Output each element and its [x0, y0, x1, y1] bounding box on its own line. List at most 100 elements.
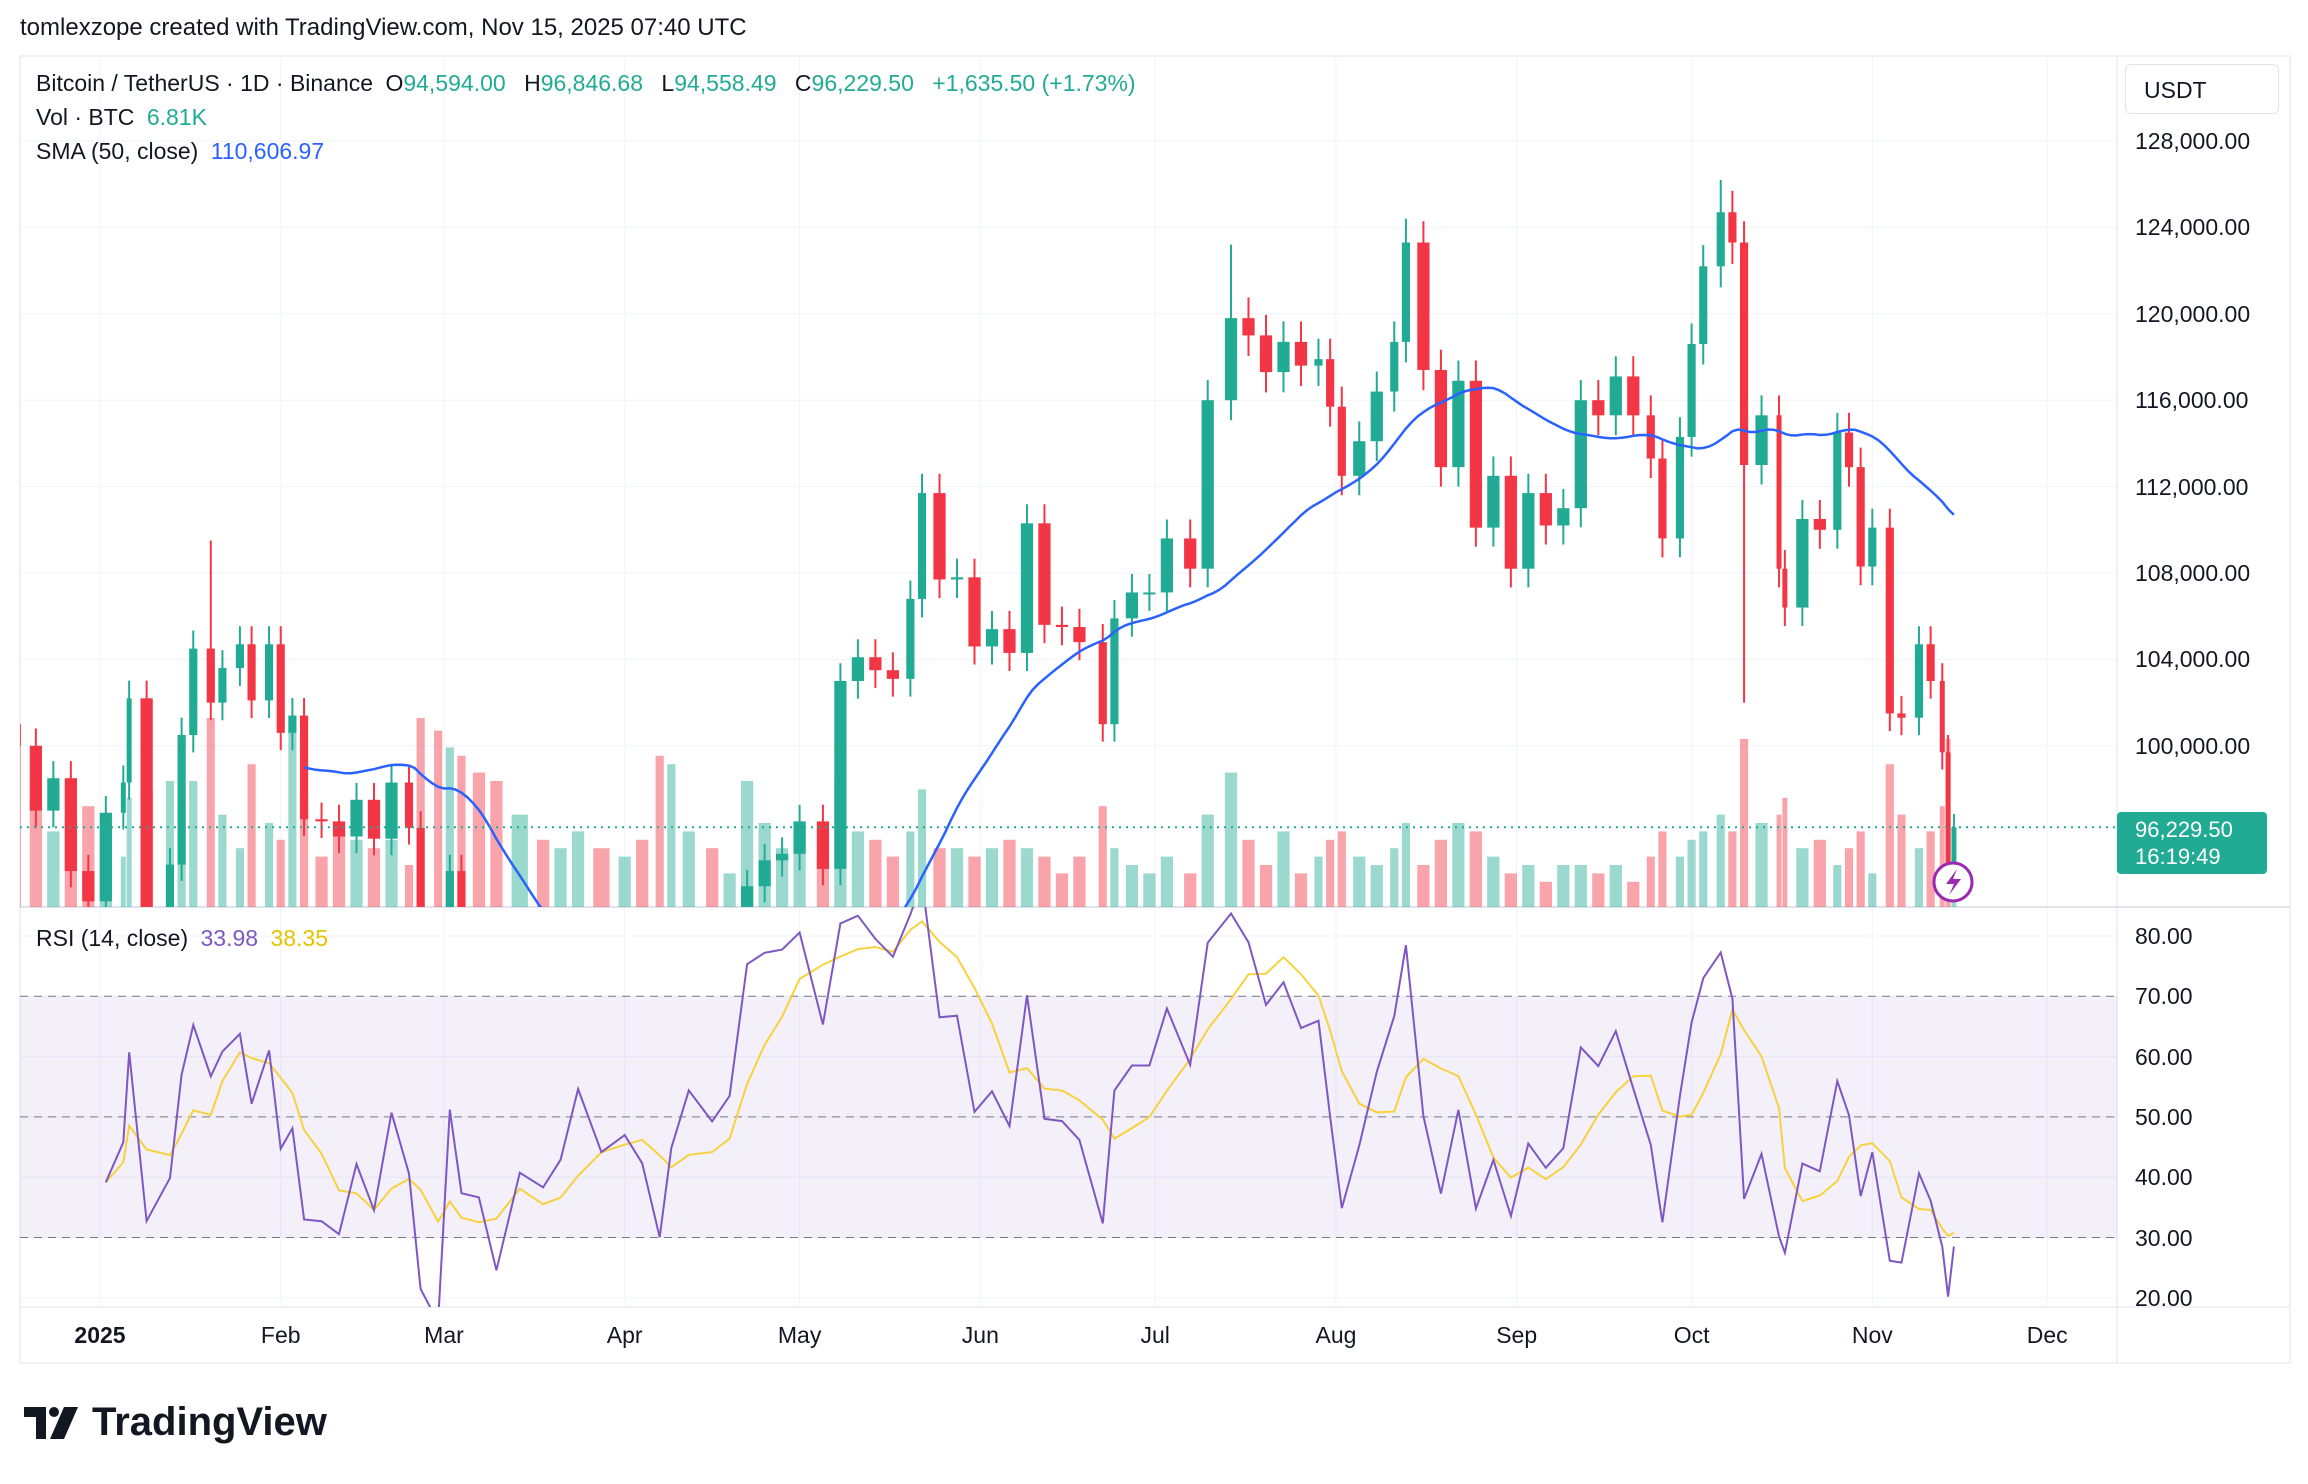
time-axis-tick: Oct [1673, 1322, 1710, 1348]
volume-bar [1885, 764, 1894, 907]
candle-body [933, 493, 946, 580]
candle-body [1504, 475, 1517, 569]
volume-label[interactable]: Vol · BTC [36, 104, 135, 130]
candle-body [1370, 391, 1383, 442]
volume-bar [1401, 823, 1411, 907]
candle-body [1868, 527, 1877, 567]
candle-body [1417, 242, 1430, 370]
volume-bar [1487, 856, 1500, 907]
candle-body [1522, 493, 1535, 569]
sma-label[interactable]: SMA (50, close) [36, 138, 199, 164]
volume-bar [1259, 865, 1273, 907]
volume-bar [445, 747, 454, 907]
volume-bar [536, 839, 550, 907]
time-axis-tick: Apr [606, 1322, 643, 1348]
rsi-axis-tick: 30.00 [2135, 1224, 2193, 1251]
candle-body [264, 644, 274, 701]
volume-bar [1353, 856, 1366, 907]
price-axis-tick: 120,000.00 [2135, 300, 2251, 327]
candle-body [1038, 523, 1051, 625]
candle-body [886, 670, 900, 679]
volume-bar [1728, 831, 1737, 907]
volume-bar [189, 781, 198, 907]
candle-body [1939, 681, 1945, 753]
volume-bar [29, 802, 42, 907]
candle-body [1224, 318, 1238, 401]
volume-bar [47, 831, 60, 907]
volume-bar [968, 856, 981, 907]
rsi-ma-value: 38.35 [270, 925, 329, 951]
volume-bar [1939, 806, 1945, 907]
candle-body [758, 860, 771, 887]
volume-bar [723, 873, 736, 907]
candle-body [1926, 644, 1935, 681]
rsi-ma-line [105, 920, 1955, 1238]
currency-selector[interactable]: USDT [2125, 64, 2279, 114]
volume-bar [1574, 865, 1587, 907]
candle-body [834, 681, 847, 869]
volume-bar [1160, 856, 1174, 907]
rsi-axis-tick: 20.00 [2135, 1284, 2193, 1311]
volume-bar [1699, 831, 1708, 907]
volume-bar [917, 789, 927, 907]
rsi-axis-tick: 40.00 [2135, 1164, 2193, 1191]
symbol-title[interactable]: Bitcoin / TetherUS · 1D · Binance [36, 70, 374, 96]
candle-body [950, 577, 964, 580]
candle-body [1844, 432, 1854, 468]
volume-bar [264, 823, 274, 907]
volume-bar [332, 831, 346, 907]
rsi-pane [20, 907, 2117, 1307]
volume-bar [1739, 739, 1749, 907]
volume-bar [1073, 856, 1086, 907]
volume-bar [1557, 865, 1570, 907]
change-value: +1,635.50 (+1.73%) [932, 70, 1136, 96]
time-axis-tick: Feb [260, 1322, 301, 1348]
volume-bar [667, 764, 676, 907]
price-axis-tick: 100,000.00 [2135, 732, 2251, 759]
candle-body [1699, 266, 1708, 345]
candle-body [1675, 436, 1685, 539]
volume-bar [276, 839, 285, 907]
candle-body [1796, 519, 1809, 608]
candle-body [1160, 538, 1174, 593]
candle-body [367, 799, 381, 839]
volume-bar [1658, 831, 1667, 907]
candle-body [1856, 467, 1865, 567]
price-axis-tick: 104,000.00 [2135, 646, 2251, 673]
rsi-value: 33.98 [200, 925, 259, 951]
candle-body [64, 778, 77, 872]
volume-bar [165, 781, 175, 907]
candle-body [1833, 432, 1842, 530]
volume-bar [1926, 831, 1935, 907]
close-value: C96,229.50 [794, 70, 914, 96]
candle-body [1646, 415, 1655, 459]
candle-body [1073, 627, 1086, 643]
volume-bar [1434, 839, 1448, 907]
volume-bar [511, 814, 528, 907]
candle-body [1739, 242, 1749, 465]
volume-bar [1098, 806, 1107, 907]
candle-body [385, 782, 398, 839]
candle-body [968, 577, 981, 647]
rsi-axis-tick: 70.00 [2135, 983, 2193, 1010]
sma-value: 110,606.97 [210, 138, 325, 164]
candle-body [917, 493, 927, 599]
volume-bar [1469, 831, 1483, 907]
candle-body [1897, 713, 1906, 718]
volume-bar [1020, 848, 1034, 907]
volume-bar [1504, 873, 1517, 907]
tradingview-logo[interactable]: TradingView [24, 1400, 327, 1445]
rsi-label[interactable]: RSI (14, close) [36, 925, 189, 951]
volume-bar [1055, 873, 1069, 907]
candle-body [445, 871, 454, 907]
candle-body [47, 778, 60, 811]
candle-body [189, 648, 198, 735]
candle-body [741, 886, 754, 907]
volume-bar [851, 831, 865, 907]
candle-body [816, 821, 830, 869]
candle-body [1782, 568, 1788, 608]
candle-body [1125, 592, 1139, 619]
price-pane [20, 179, 1957, 907]
